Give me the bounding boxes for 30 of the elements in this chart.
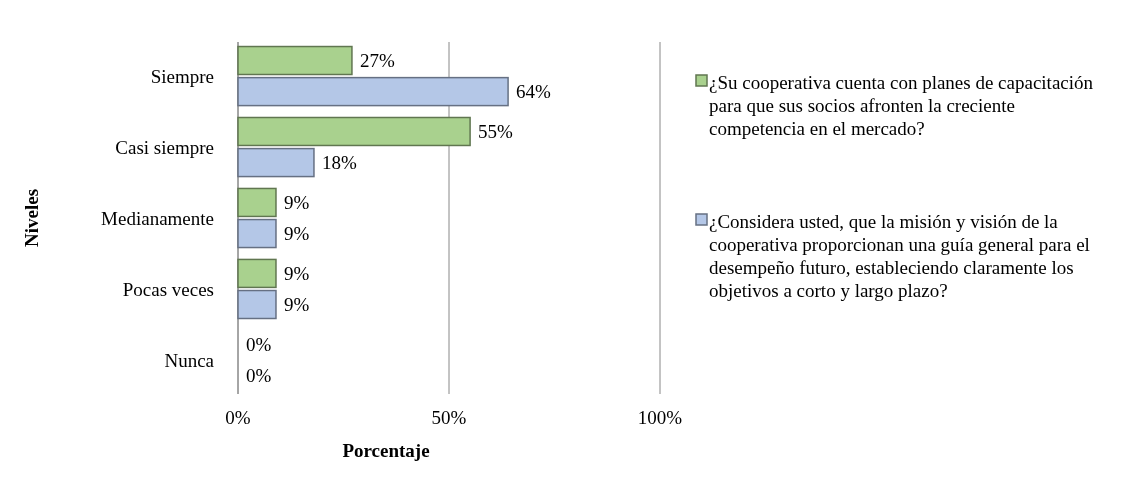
data-label: 9%	[283, 294, 310, 316]
bar	[237, 76, 509, 107]
y-tick-label: Nunca	[164, 349, 215, 371]
x-tick-label: 50%	[431, 407, 467, 428]
bar	[237, 187, 277, 218]
bar	[237, 258, 277, 289]
x-tick-label: 0%	[225, 407, 251, 428]
bar	[237, 147, 315, 178]
bar	[237, 45, 353, 76]
data-label: 18%	[321, 152, 357, 174]
y-axis-title: Niveles	[21, 188, 42, 248]
data-label: 0%	[246, 365, 272, 387]
y-tick-label: Pocas veces	[122, 278, 214, 300]
data-label: 9%	[283, 223, 310, 245]
bar	[237, 116, 471, 147]
legend-label: ¿Considera usted, que la misión y visión de la cooperativa proporcionan una guía general para el desempeño futuro, estableciendo claramente los objetivos a corto y largo plazo?	[709, 210, 1090, 301]
data-label: 55%	[478, 121, 514, 143]
bar	[237, 218, 277, 249]
data-label: 27%	[359, 50, 395, 72]
bar	[237, 289, 277, 320]
legend-label: ¿Su cooperativa cuenta con planes de capacitación para que sus socios afronten la creciente competencia en el mercado?	[709, 71, 1094, 139]
data-label: 9%	[283, 263, 310, 285]
x-tick-label: 100%	[637, 407, 683, 428]
y-tick-label: Siempre	[150, 65, 214, 87]
data-label: 9%	[283, 192, 310, 214]
y-tick-label: Medianamente	[101, 207, 214, 229]
y-tick-label: Casi siempre	[115, 136, 214, 158]
data-label: 0%	[246, 334, 272, 356]
x-axis-title: Porcentaje	[342, 440, 430, 461]
data-label: 64%	[516, 81, 552, 103]
